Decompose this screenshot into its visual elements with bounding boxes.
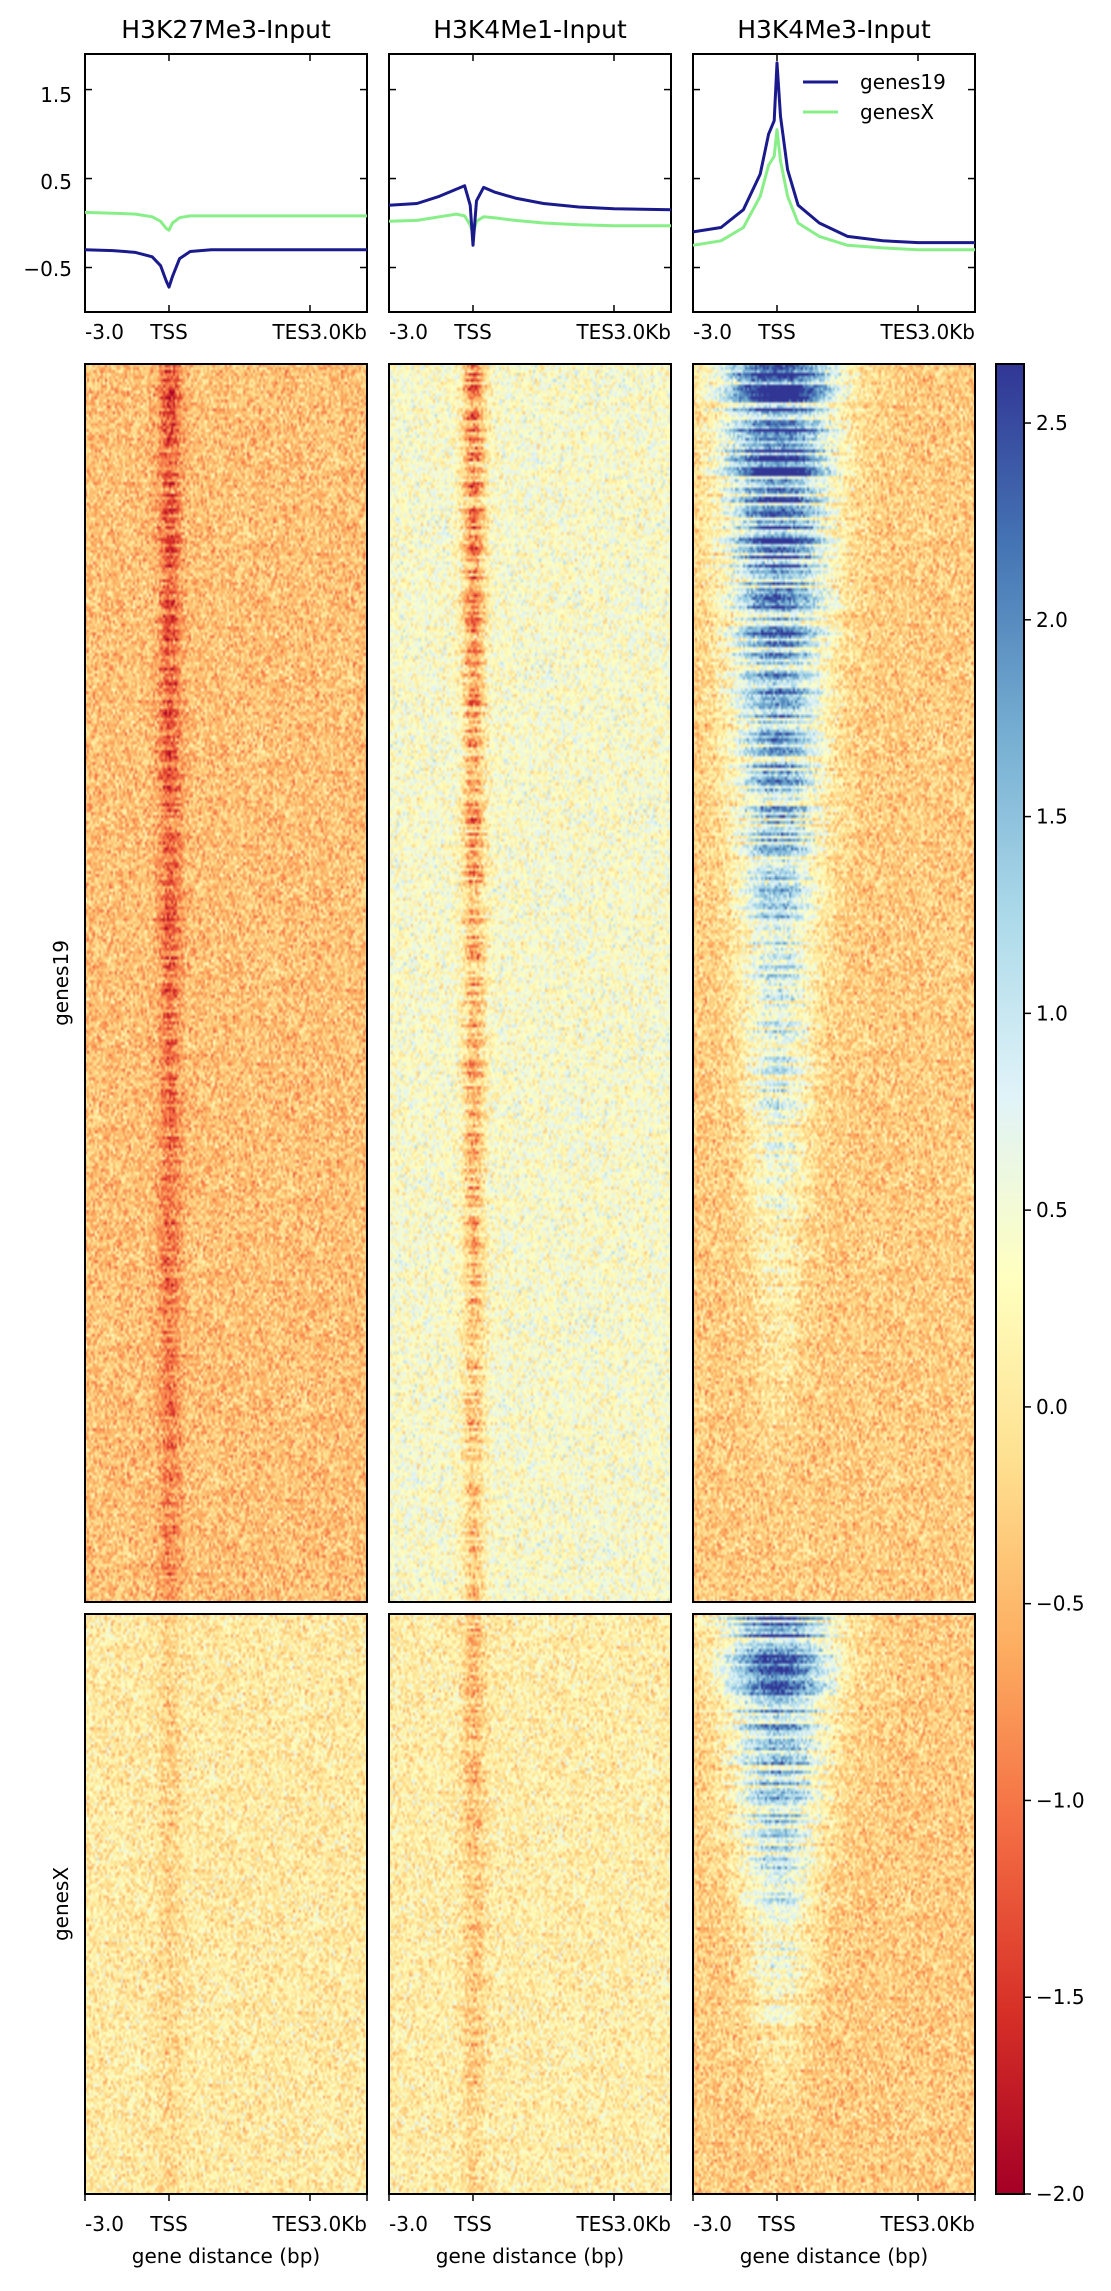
x-tick-label: -3.0 — [389, 320, 428, 344]
x-tick-label: 3.0Kb — [917, 320, 975, 344]
x-tick-label: TES — [575, 320, 614, 344]
x-tick-label: TES — [879, 320, 918, 344]
legend-label-genesX: genesX — [860, 100, 934, 124]
profile-x-axis: -3.0 TSS TES 3.0Kb -3.0 TSS TES 3.0Kb -3… — [85, 320, 975, 344]
colorbar-tick-label: 2.5 — [1036, 411, 1068, 435]
legend: genes19 genesX — [803, 70, 946, 124]
profile-y-tick-label: −0.5 — [23, 257, 72, 281]
x-tick-label: -3.0 — [693, 2212, 732, 2236]
x-tick-label: TSS — [149, 320, 188, 344]
colorbar: 2.5 2.0 1.5 1.0 0.5 0.0 −0.5 −1.0 −1.5 −2.0 — [995, 363, 1085, 2206]
x-tick-label: -3.0 — [85, 320, 124, 344]
x-tick-label: 3.0Kb — [917, 2212, 975, 2236]
x-tick-label: TSS — [453, 320, 492, 344]
colorbar-tick-label: 0.5 — [1036, 1198, 1068, 1222]
x-axis-label: gene distance (bp) — [740, 2244, 928, 2268]
group-label-genesX: genesX — [49, 1867, 73, 1941]
heatmap-genes19-h3k4me1 — [388, 363, 672, 1603]
heatmap-genes19-h3k4me3 — [692, 363, 976, 1603]
heatmap-genesX-h3k27me3 — [84, 1613, 368, 2195]
series-line-genes19 — [692, 61, 975, 245]
colorbar-tick-label: 1.0 — [1036, 1001, 1068, 1025]
panel-title-h3k4me3: H3K4Me3-Input — [737, 15, 931, 44]
x-tick-label: 3.0Kb — [309, 320, 367, 344]
x-tick-label: TSS — [757, 2212, 796, 2236]
x-tick-label: 3.0Kb — [613, 320, 671, 344]
x-tick-label: TSS — [757, 320, 796, 344]
heatmap-x-axis: -3.0 TSS TES 3.0Kb -3.0 TSS TES 3.0Kb -3… — [85, 2212, 975, 2236]
x-tick-label: TSS — [149, 2212, 188, 2236]
profile-panel-1 — [84, 53, 368, 313]
colorbar-tick-label: 0.0 — [1036, 1395, 1068, 1419]
x-tick-label: TES — [575, 2212, 614, 2236]
group-label-genes19: genes19 — [49, 940, 73, 1026]
x-tick-label: TES — [879, 2212, 918, 2236]
series-line-genesX — [388, 212, 671, 236]
profile-y-tick-label: 0.5 — [40, 170, 72, 194]
heatmap-genes19-h3k27me3 — [84, 363, 368, 1603]
series-line-genesX — [692, 128, 975, 252]
x-tick-label: 3.0Kb — [613, 2212, 671, 2236]
colorbar-tick-label: 1.5 — [1036, 805, 1068, 829]
x-tick-label: TES — [271, 2212, 310, 2236]
x-axis-label: gene distance (bp) — [132, 2244, 320, 2268]
series-line-genes19 — [388, 184, 672, 247]
profile-panel-2 — [388, 53, 672, 313]
x-tick-label: TES — [271, 320, 310, 344]
x-tick-label: -3.0 — [693, 320, 732, 344]
panel-title-h3k27me3: H3K27Me3-Input — [121, 15, 331, 44]
colorbar-tick-label: −2.0 — [1036, 2182, 1085, 2206]
series-line-genesX — [84, 210, 367, 232]
profile-panel-3: genes19 genesX — [692, 53, 976, 313]
panel-title-h3k4me1: H3K4Me1-Input — [433, 15, 627, 44]
x-tick-label: -3.0 — [389, 2212, 428, 2236]
x-tick-label: -3.0 — [85, 2212, 124, 2236]
colorbar-tick-label: 2.0 — [1036, 608, 1068, 632]
colorbar-tick-label: −1.0 — [1036, 1788, 1085, 1812]
colorbar-tick-label: −1.5 — [1036, 1985, 1085, 2009]
x-axis-label: gene distance (bp) — [436, 2244, 624, 2268]
heatmap-genesX-h3k4me1 — [388, 1613, 672, 2195]
legend-label-genes19: genes19 — [860, 70, 946, 94]
colorbar-tick-label: −0.5 — [1036, 1592, 1085, 1616]
heatmap-genesX-h3k4me3 — [692, 1613, 976, 2195]
profile-y-axis: 1.5 0.5 −0.5 — [23, 83, 72, 281]
x-tick-label: 3.0Kb — [309, 2212, 367, 2236]
x-tick-label: TSS — [453, 2212, 492, 2236]
profile-y-tick-label: 1.5 — [40, 83, 72, 107]
series-line-genes19 — [84, 248, 367, 289]
